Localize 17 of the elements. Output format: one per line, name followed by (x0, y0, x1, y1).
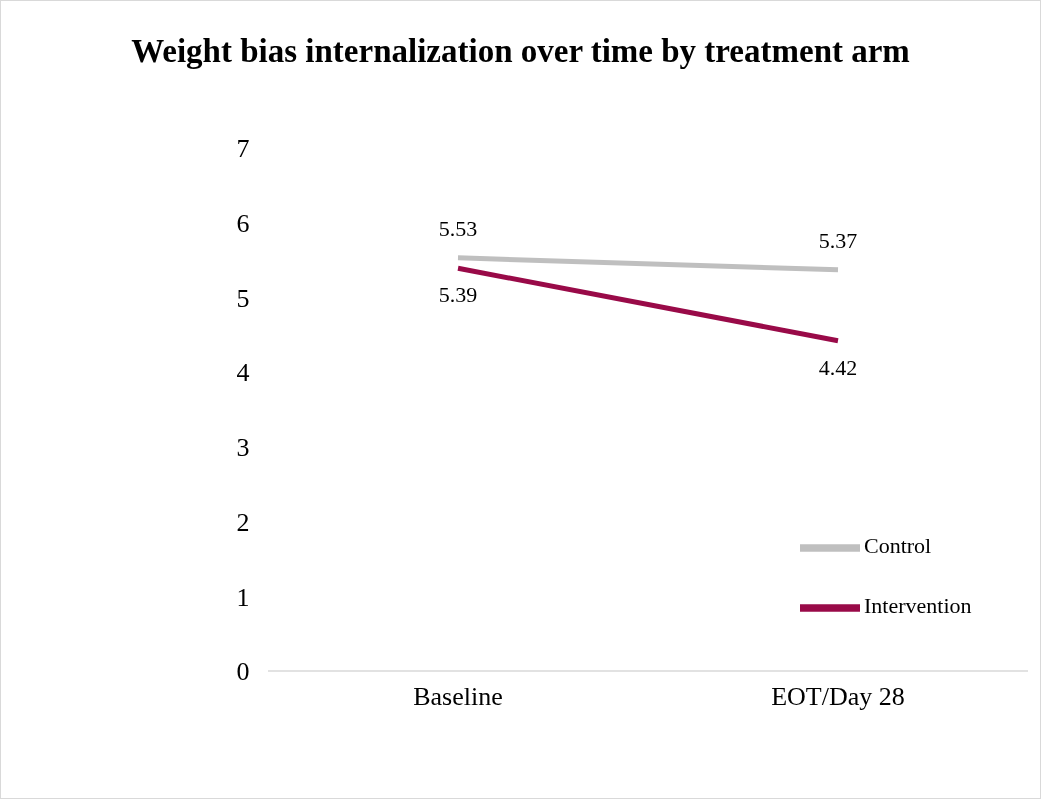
y-tick-label: 0 (236, 657, 250, 687)
y-tick-label: 3 (236, 433, 250, 463)
y-tick-label: 6 (236, 208, 250, 238)
y-tick-label: 2 (236, 507, 250, 537)
y-tick-label: 7 (236, 134, 250, 164)
data-label: 5.39 (438, 282, 478, 308)
y-tick-label: 1 (236, 582, 250, 612)
y-tick-label: 5 (236, 283, 250, 313)
legend-label: Intervention (864, 593, 972, 619)
x-tick-label: EOT/Day 28 (771, 682, 905, 712)
data-label: 5.37 (818, 227, 858, 253)
legend-label: Control (864, 533, 932, 559)
data-label: 5.53 (438, 215, 478, 241)
chart-title: Weight bias internalization over time by treatment arm (130, 32, 911, 71)
data-label: 4.42 (818, 354, 858, 380)
x-tick-label: Baseline (413, 682, 503, 712)
y-tick-label: 4 (236, 358, 250, 388)
